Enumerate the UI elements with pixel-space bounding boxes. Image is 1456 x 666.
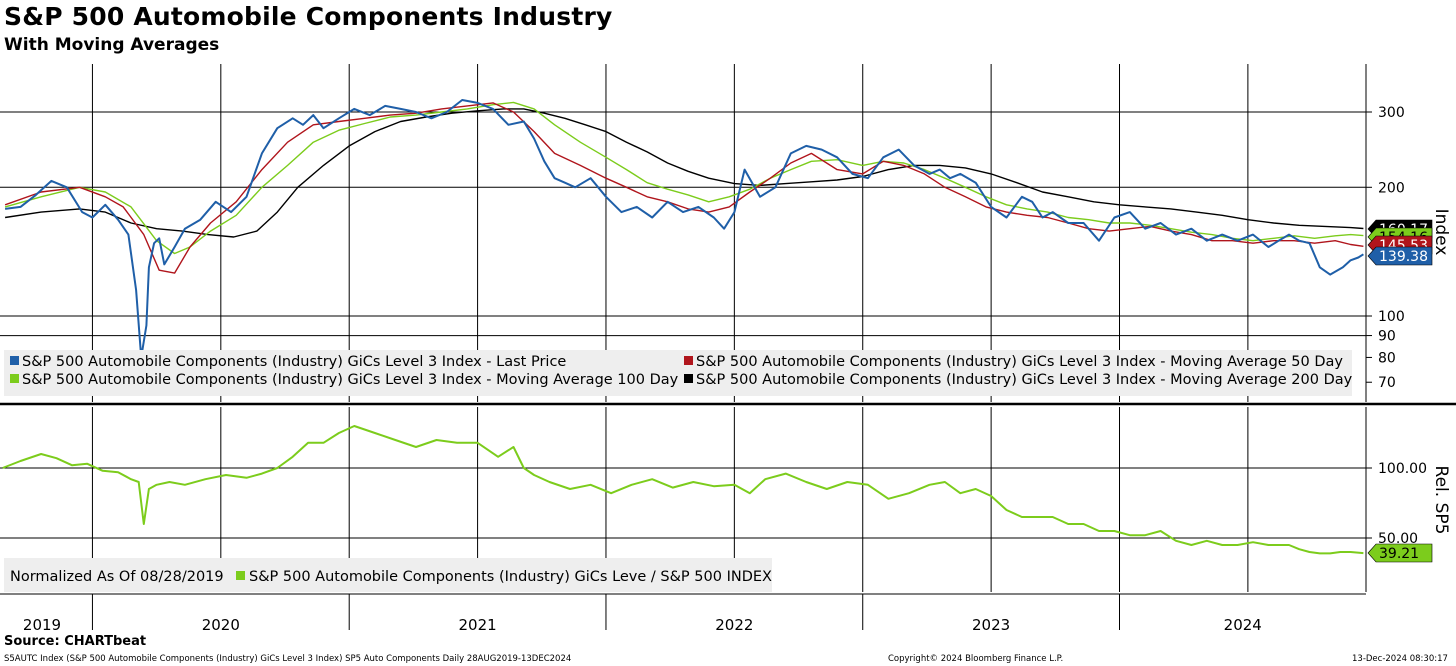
value-tag-relative (1367, 543, 1433, 563)
bottom-y-tick-label-50: 50.00 (1378, 531, 1418, 547)
top-legend-background (4, 350, 1352, 396)
x-tick-label-2019: 2019 (23, 616, 61, 630)
x-tick-label-2021: 2021 (458, 616, 496, 630)
bottom-panel-series (2, 425, 1364, 555)
legend-swatch-last-price (10, 356, 19, 365)
top-panel-legend: S&P 500 Automobile Components (Industry)… (4, 350, 1353, 396)
legend-label-ma100: S&P 500 Automobile Components (Industry)… (22, 372, 679, 388)
legend-label-ma50: S&P 500 Automobile Components (Industry)… (696, 354, 1343, 370)
top-y-tick-label-100: 100 (1378, 309, 1405, 325)
footer-timestamp: 13-Dec-2024 08:30:17 (1352, 654, 1448, 664)
top-y-axis-label: Index (1431, 209, 1451, 256)
series-line-ma50 (4, 102, 1364, 274)
top-y-tick-label-90: 90 (1378, 329, 1396, 345)
bottom-y-tick-label-100: 100.00 (1378, 461, 1427, 477)
bottom-legend-background (4, 558, 772, 592)
legend-swatch-ma200 (684, 374, 693, 383)
top-y-tick-label-70: 70 (1378, 375, 1396, 391)
top-panel-grid (0, 64, 1366, 402)
chart-subtitle: With Moving Averages (4, 35, 220, 55)
legend-swatch-ma50 (684, 356, 693, 365)
series-line-last-price (4, 99, 1364, 359)
footer-copyright: Copyright© 2024 Bloomberg Finance L.P. (888, 654, 1064, 664)
legend-label-ma200: S&P 500 Automobile Components (Industry)… (696, 372, 1353, 388)
bottom-panel-legend: Normalized As Of 08/28/2019 S&P 500 Autom… (4, 558, 772, 592)
legend-label-last-price: S&P 500 Automobile Components (Industry)… (22, 354, 566, 370)
bottom-panel-grid (0, 407, 1366, 592)
top-y-tick-label-200: 200 (1378, 180, 1405, 196)
x-tick-label-2024: 2024 (1224, 616, 1262, 630)
bottom-legend-prefix: Normalized As Of 08/28/2019 (10, 569, 224, 585)
source-note: Source: CHARTbeat (4, 634, 147, 649)
series-line-relative (2, 425, 1364, 555)
value-tag-label-relative: 39.21 (1379, 546, 1419, 562)
x-tick-label-2023: 2023 (972, 616, 1010, 630)
legend-swatch-relative (236, 571, 245, 580)
top-y-tick-label-300: 300 (1378, 105, 1405, 121)
value-tag-label-last-price: 139.38 (1379, 249, 1428, 265)
top-panel-series (4, 99, 1364, 359)
top-panel-y-axis: 708090100200300Index160.17154.16145.5313… (1365, 64, 1451, 402)
legend-label-relative: S&P 500 Automobile Components (Industry)… (249, 569, 772, 585)
chart-title: S&P 500 Automobile Components Industry (4, 2, 613, 31)
chart-canvas: S&P 500 Automobile Components (Industry)… (0, 64, 1456, 630)
series-line-ma200 (4, 108, 1364, 238)
series-line-ma100 (4, 101, 1364, 255)
footer-description: S5AUTC Index (S&P 500 Automobile Compone… (4, 654, 572, 664)
legend-swatch-ma100 (10, 374, 19, 383)
top-y-tick-label-80: 80 (1378, 350, 1396, 366)
bottom-panel-y-axis: 50.00 100.00 Rel. SP5 39.21 (1365, 407, 1451, 592)
x-tick-label-2022: 2022 (715, 616, 753, 630)
x-axis: 2019 2020 2021 2022 2023 2024 (0, 593, 1366, 630)
x-tick-label-2020: 2020 (202, 616, 240, 630)
bottom-y-axis-label: Rel. SP5 (1431, 466, 1451, 535)
value-tag-last-price (1367, 246, 1433, 266)
